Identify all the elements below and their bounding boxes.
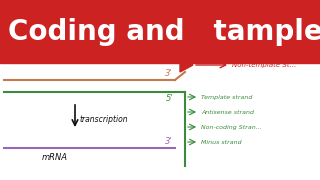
Text: 3': 3'	[165, 137, 173, 146]
Text: Non-template St...: Non-template St...	[232, 62, 296, 68]
Text: mRNA: mRNA	[42, 153, 68, 162]
Text: Template strand: Template strand	[201, 94, 252, 100]
Text: 3': 3'	[165, 69, 173, 78]
Text: Minus strand: Minus strand	[201, 140, 242, 145]
Polygon shape	[180, 58, 193, 72]
Bar	[0, 0, 320, 63]
Text: Antisense strand: Antisense strand	[201, 109, 254, 114]
Text: Non-coding Stran...: Non-coding Stran...	[201, 125, 262, 129]
Text: 5': 5'	[165, 94, 173, 103]
Text: transcription: transcription	[80, 116, 129, 125]
Text: Coding and   tamplet: Coding and tamplet	[8, 17, 320, 46]
